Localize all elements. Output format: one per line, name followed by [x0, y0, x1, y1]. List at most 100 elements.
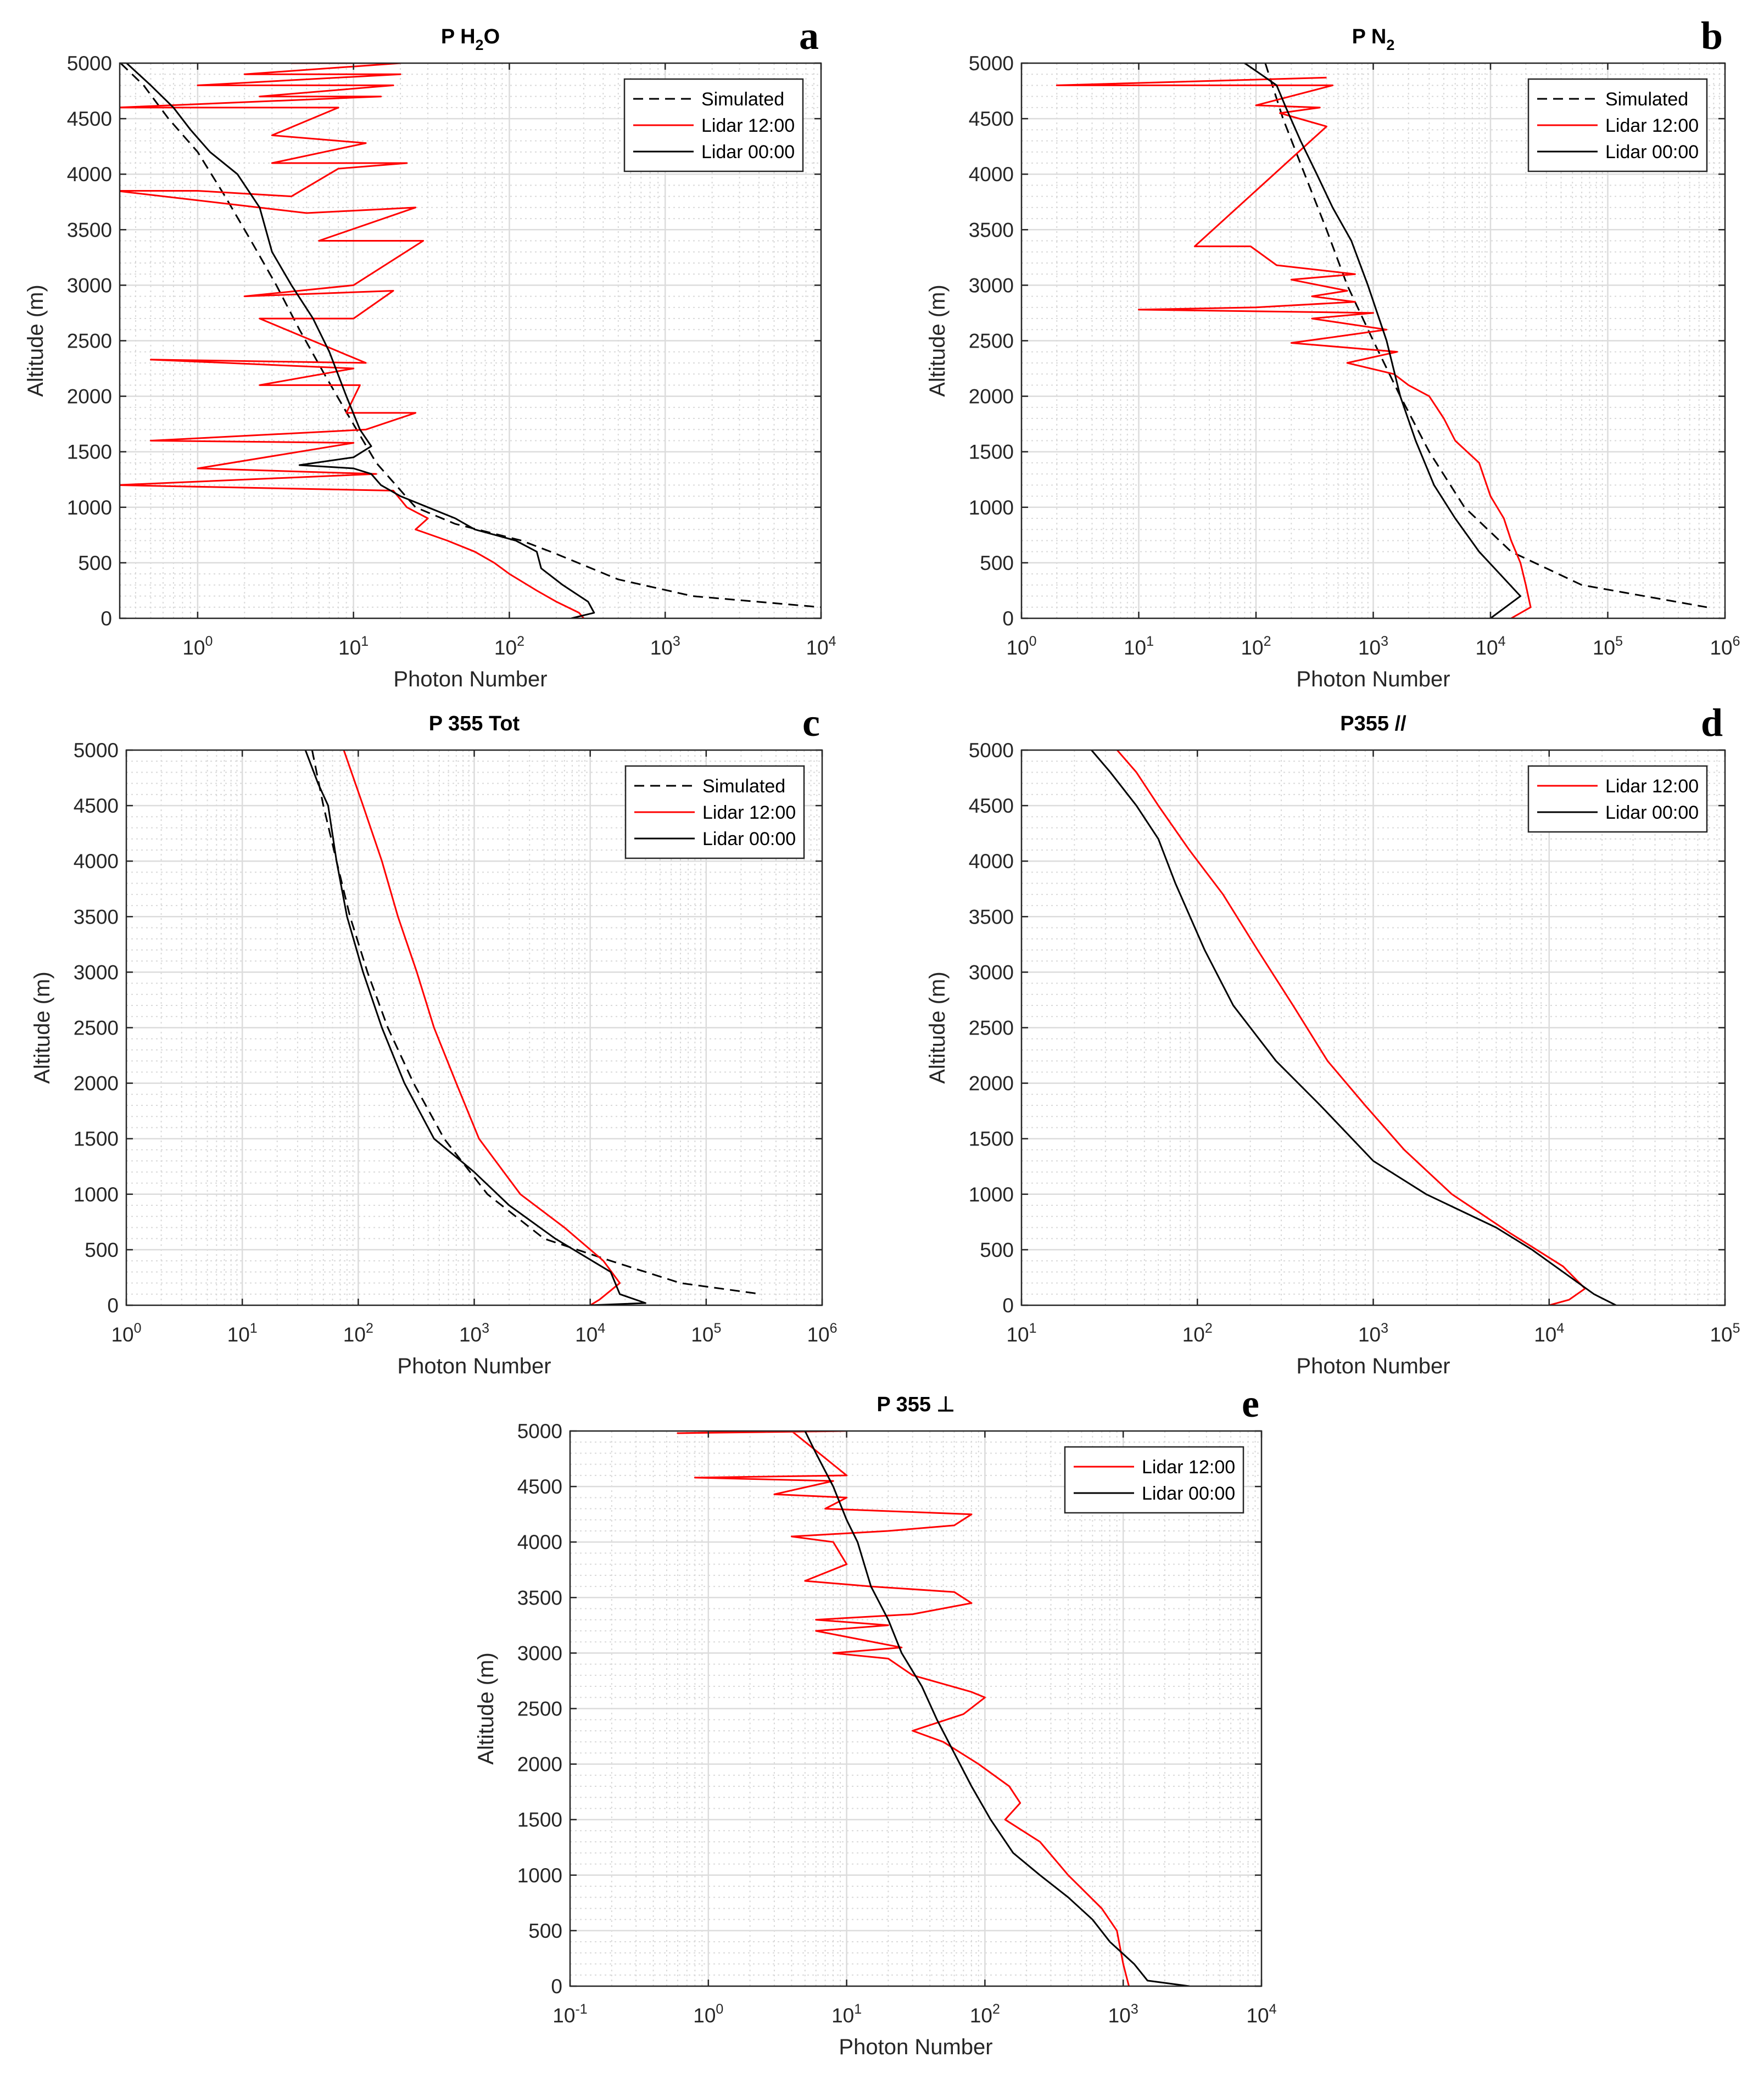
x-tick-label: 104: [1534, 1321, 1564, 1346]
y-tick-label: 0: [107, 1294, 119, 1317]
x-tick-label: 103: [459, 1321, 489, 1346]
x-tick-label: 100: [693, 2002, 723, 2027]
legend-entry: Lidar 00:00: [1605, 142, 1699, 163]
panel-title: P N2: [1352, 25, 1395, 53]
y-tick-label: 2500: [74, 1017, 119, 1039]
legend-entry: Lidar 00:00: [702, 829, 796, 849]
y-tick-label: 3500: [74, 905, 119, 928]
y-tick-label: 5000: [969, 739, 1014, 762]
x-tick-label: 101: [831, 2002, 862, 2027]
series-line-simulated: [120, 63, 821, 608]
panel-title: P 355 Tot: [429, 712, 520, 735]
legend: Simulated Lidar 12:00 Lidar 00:00: [624, 765, 805, 859]
series-line-lidar-00-00: [1091, 750, 1617, 1305]
y-tick-label: 3500: [517, 1586, 562, 1609]
x-tick-label: 101: [338, 634, 369, 659]
y-tick-label: 1000: [74, 1183, 119, 1206]
panel-c: 100 101 102 103 104 105 106 0 500 1000 1500 2000 250…: [30, 701, 838, 1378]
series-line-lidar-12-00: [1117, 750, 1586, 1305]
y-tick-label: 4500: [969, 108, 1014, 130]
y-tick-label: 3000: [969, 274, 1014, 297]
x-axis-label: Photon Number: [839, 2035, 992, 2059]
series-line-lidar-12-00: [677, 1431, 1130, 1986]
y-tick-label: 4500: [969, 795, 1014, 817]
y-tick-label: 2000: [517, 1753, 562, 1776]
y-tick-label: 3000: [74, 961, 119, 983]
y-tick-label: 500: [78, 552, 112, 574]
panel-title: P 355 ⊥: [877, 1393, 954, 1416]
x-tick-label: 103: [1108, 2002, 1138, 2027]
y-tick-label: 4000: [74, 850, 119, 873]
y-tick-label: 4000: [67, 163, 112, 186]
y-tick-label: 4000: [517, 1531, 562, 1553]
panel-label: a: [799, 14, 819, 58]
panel-title: P H2O: [441, 25, 500, 53]
x-tick-label: 106: [1710, 634, 1740, 659]
series-line-lidar-12-00: [120, 63, 584, 618]
panel-label: b: [1701, 14, 1723, 58]
y-tick-label: 1500: [969, 1128, 1014, 1150]
y-tick-label: 2000: [969, 385, 1014, 408]
y-tick-label: 500: [980, 552, 1014, 574]
y-tick-label: 1500: [74, 1128, 119, 1150]
y-tick-label: 0: [101, 607, 112, 630]
panel-label: e: [1242, 1382, 1259, 1426]
legend-entry: Lidar 12:00: [1605, 776, 1699, 797]
y-axis-label: Altitude (m): [30, 971, 54, 1084]
legend: Simulated Lidar 12:00 Lidar 00:00: [1527, 78, 1708, 172]
y-tick-label: 4500: [67, 108, 112, 130]
legend-entry: Simulated: [1605, 89, 1688, 110]
y-tick-label: 0: [1002, 1294, 1014, 1317]
y-tick-label: 4500: [74, 795, 119, 817]
y-tick-label: 3000: [969, 961, 1014, 983]
series-line-lidar-12-00: [1056, 76, 1532, 618]
x-tick-label: 105: [691, 1321, 721, 1346]
x-tick-label: 100: [1006, 634, 1036, 659]
legend: Lidar 12:00 Lidar 00:00: [1527, 765, 1708, 833]
y-tick-label: 2500: [67, 330, 112, 353]
y-tick-label: 2000: [969, 1072, 1014, 1095]
series-group: [1091, 750, 1617, 1305]
series-line-lidar-00-00: [804, 1431, 1190, 1986]
y-tick-label: 1000: [969, 496, 1014, 519]
x-tick-label: 101: [1124, 634, 1154, 659]
y-tick-label: 2000: [74, 1072, 119, 1095]
x-tick-label: 102: [494, 634, 524, 659]
y-tick-label: 5000: [969, 52, 1014, 75]
x-tick-label: 105: [1593, 634, 1623, 659]
legend-box: [1064, 1446, 1244, 1514]
panel-a: 100 101 102 103 104 0 500 1000 1500 2000 2500 3000 3…: [24, 14, 836, 691]
x-tick-label: 104: [806, 634, 836, 659]
x-axis-label: Photon Number: [393, 667, 547, 691]
x-tick-label: 104: [1475, 634, 1505, 659]
legend-entry: Lidar 12:00: [701, 115, 795, 136]
y-tick-label: 0: [551, 1975, 562, 1998]
x-axis-label: Photon Number: [1296, 1354, 1450, 1378]
panel-label: d: [1701, 701, 1723, 745]
legend-entry: Lidar 00:00: [1605, 802, 1699, 823]
y-tick-label: 5000: [517, 1420, 562, 1443]
x-tick-label: 10-1: [552, 2002, 587, 2027]
x-tick-label: 103: [650, 634, 680, 659]
y-tick-label: 3500: [969, 905, 1014, 928]
x-tick-label: 104: [1246, 2002, 1276, 2027]
x-tick-label: 104: [575, 1321, 605, 1346]
x-tick-label: 102: [970, 2002, 1000, 2027]
x-tick-label: 100: [182, 634, 213, 659]
x-tick-label: 102: [343, 1321, 373, 1346]
y-tick-label: 4500: [517, 1475, 562, 1498]
y-axis-label: Altitude (m): [474, 1652, 498, 1765]
x-tick-label: 103: [1358, 634, 1388, 659]
series-line-simulated: [1264, 63, 1707, 608]
x-tick-label: 101: [227, 1321, 258, 1346]
y-tick-label: 5000: [67, 52, 112, 75]
x-tick-label: 102: [1182, 1321, 1213, 1346]
x-tick-label: 100: [111, 1321, 141, 1346]
x-tick-label: 106: [807, 1321, 837, 1346]
gridlines: [1021, 750, 1725, 1305]
y-tick-label: 1500: [517, 1809, 562, 1831]
x-tick-label: 101: [1006, 1321, 1036, 1346]
y-tick-label: 1000: [517, 1864, 562, 1887]
y-axis-label: Altitude (m): [925, 284, 950, 397]
